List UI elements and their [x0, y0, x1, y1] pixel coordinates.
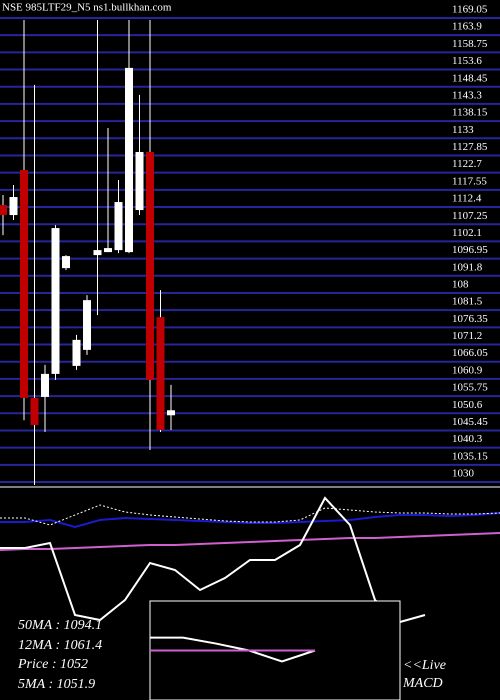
candle-body — [62, 256, 70, 269]
y-tick-label: 1066.05 — [452, 347, 488, 359]
annotation: 5MA : 1051.9 — [18, 677, 95, 692]
y-tick-label: 1143.3 — [452, 89, 482, 101]
candle-body — [0, 205, 7, 216]
y-tick-label: 1169.05 — [452, 4, 488, 16]
candle-body — [114, 202, 123, 251]
indicator-panel — [0, 496, 500, 624]
macd-line — [150, 636, 316, 663]
y-tick-label: 1071.2 — [452, 330, 482, 342]
y-tick-label: 108 — [452, 278, 469, 290]
indicator-line — [0, 532, 500, 551]
macd-label: MACD — [402, 676, 443, 691]
y-tick-label: 1045.45 — [452, 416, 488, 428]
candle-body — [72, 339, 81, 366]
candle-body — [146, 151, 154, 380]
y-tick-label: 1122.7 — [452, 158, 482, 170]
y-tick-label: 1055.75 — [452, 382, 488, 394]
y-tick-label: 1091.8 — [452, 261, 483, 273]
y-tick-label: 1050.6 — [452, 399, 483, 411]
y-tick-label: 1060.9 — [452, 364, 483, 376]
y-tick-label: 1035.15 — [452, 450, 488, 462]
candle-body — [41, 373, 49, 397]
annotation: Price : 1052 — [17, 657, 88, 672]
y-tick-label: 1081.5 — [452, 296, 483, 308]
candle-body — [83, 300, 91, 350]
y-tick-label: 1040.3 — [452, 433, 483, 445]
y-tick-label: 1112.4 — [452, 193, 482, 205]
y-tick-label: 1117.55 — [452, 175, 487, 187]
candle-body — [135, 151, 144, 211]
candle-body — [9, 197, 18, 216]
y-tick-label: 1153.6 — [452, 55, 482, 67]
indicator-line — [0, 504, 500, 526]
y-tick-label: 1138.15 — [452, 107, 488, 119]
candle-body — [30, 397, 39, 425]
macd-panel — [149, 600, 401, 700]
candle-body — [125, 67, 133, 253]
indicator-line — [0, 496, 426, 624]
annotation: 50MA : 1094.1 — [18, 618, 102, 633]
y-tick-label: 1107.25 — [452, 210, 488, 222]
y-tick-label: 1102.1 — [452, 227, 482, 239]
annotation: 12MA : 1061.4 — [18, 638, 102, 653]
chart-title: NSE 985LTF29_N5 ns1.bullkhan.com — [2, 2, 172, 14]
y-tick-label: 1133 — [452, 124, 474, 136]
indicator-line — [0, 512, 500, 529]
y-tick-label: 1096.95 — [452, 244, 488, 256]
candle-body — [20, 170, 28, 398]
candle-body — [93, 250, 102, 256]
y-tick-label: 1076.35 — [452, 313, 488, 325]
candle-body — [167, 410, 175, 416]
candle-body — [156, 317, 165, 430]
y-tick-label: 1163.9 — [452, 21, 482, 33]
candle-body — [51, 228, 60, 374]
y-tick-label: 1127.85 — [452, 141, 488, 153]
live-label: <<Live — [403, 658, 446, 673]
y-tick-label: 1158.75 — [452, 38, 488, 50]
price-panel: 1169.05 1163.9 1158.75 1153.6 1148.45 1143.3 1… — [0, 4, 500, 486]
y-tick-label: 1148.45 — [452, 72, 488, 84]
y-tick-label: 1030 — [452, 468, 475, 480]
candle-body — [104, 248, 112, 253]
